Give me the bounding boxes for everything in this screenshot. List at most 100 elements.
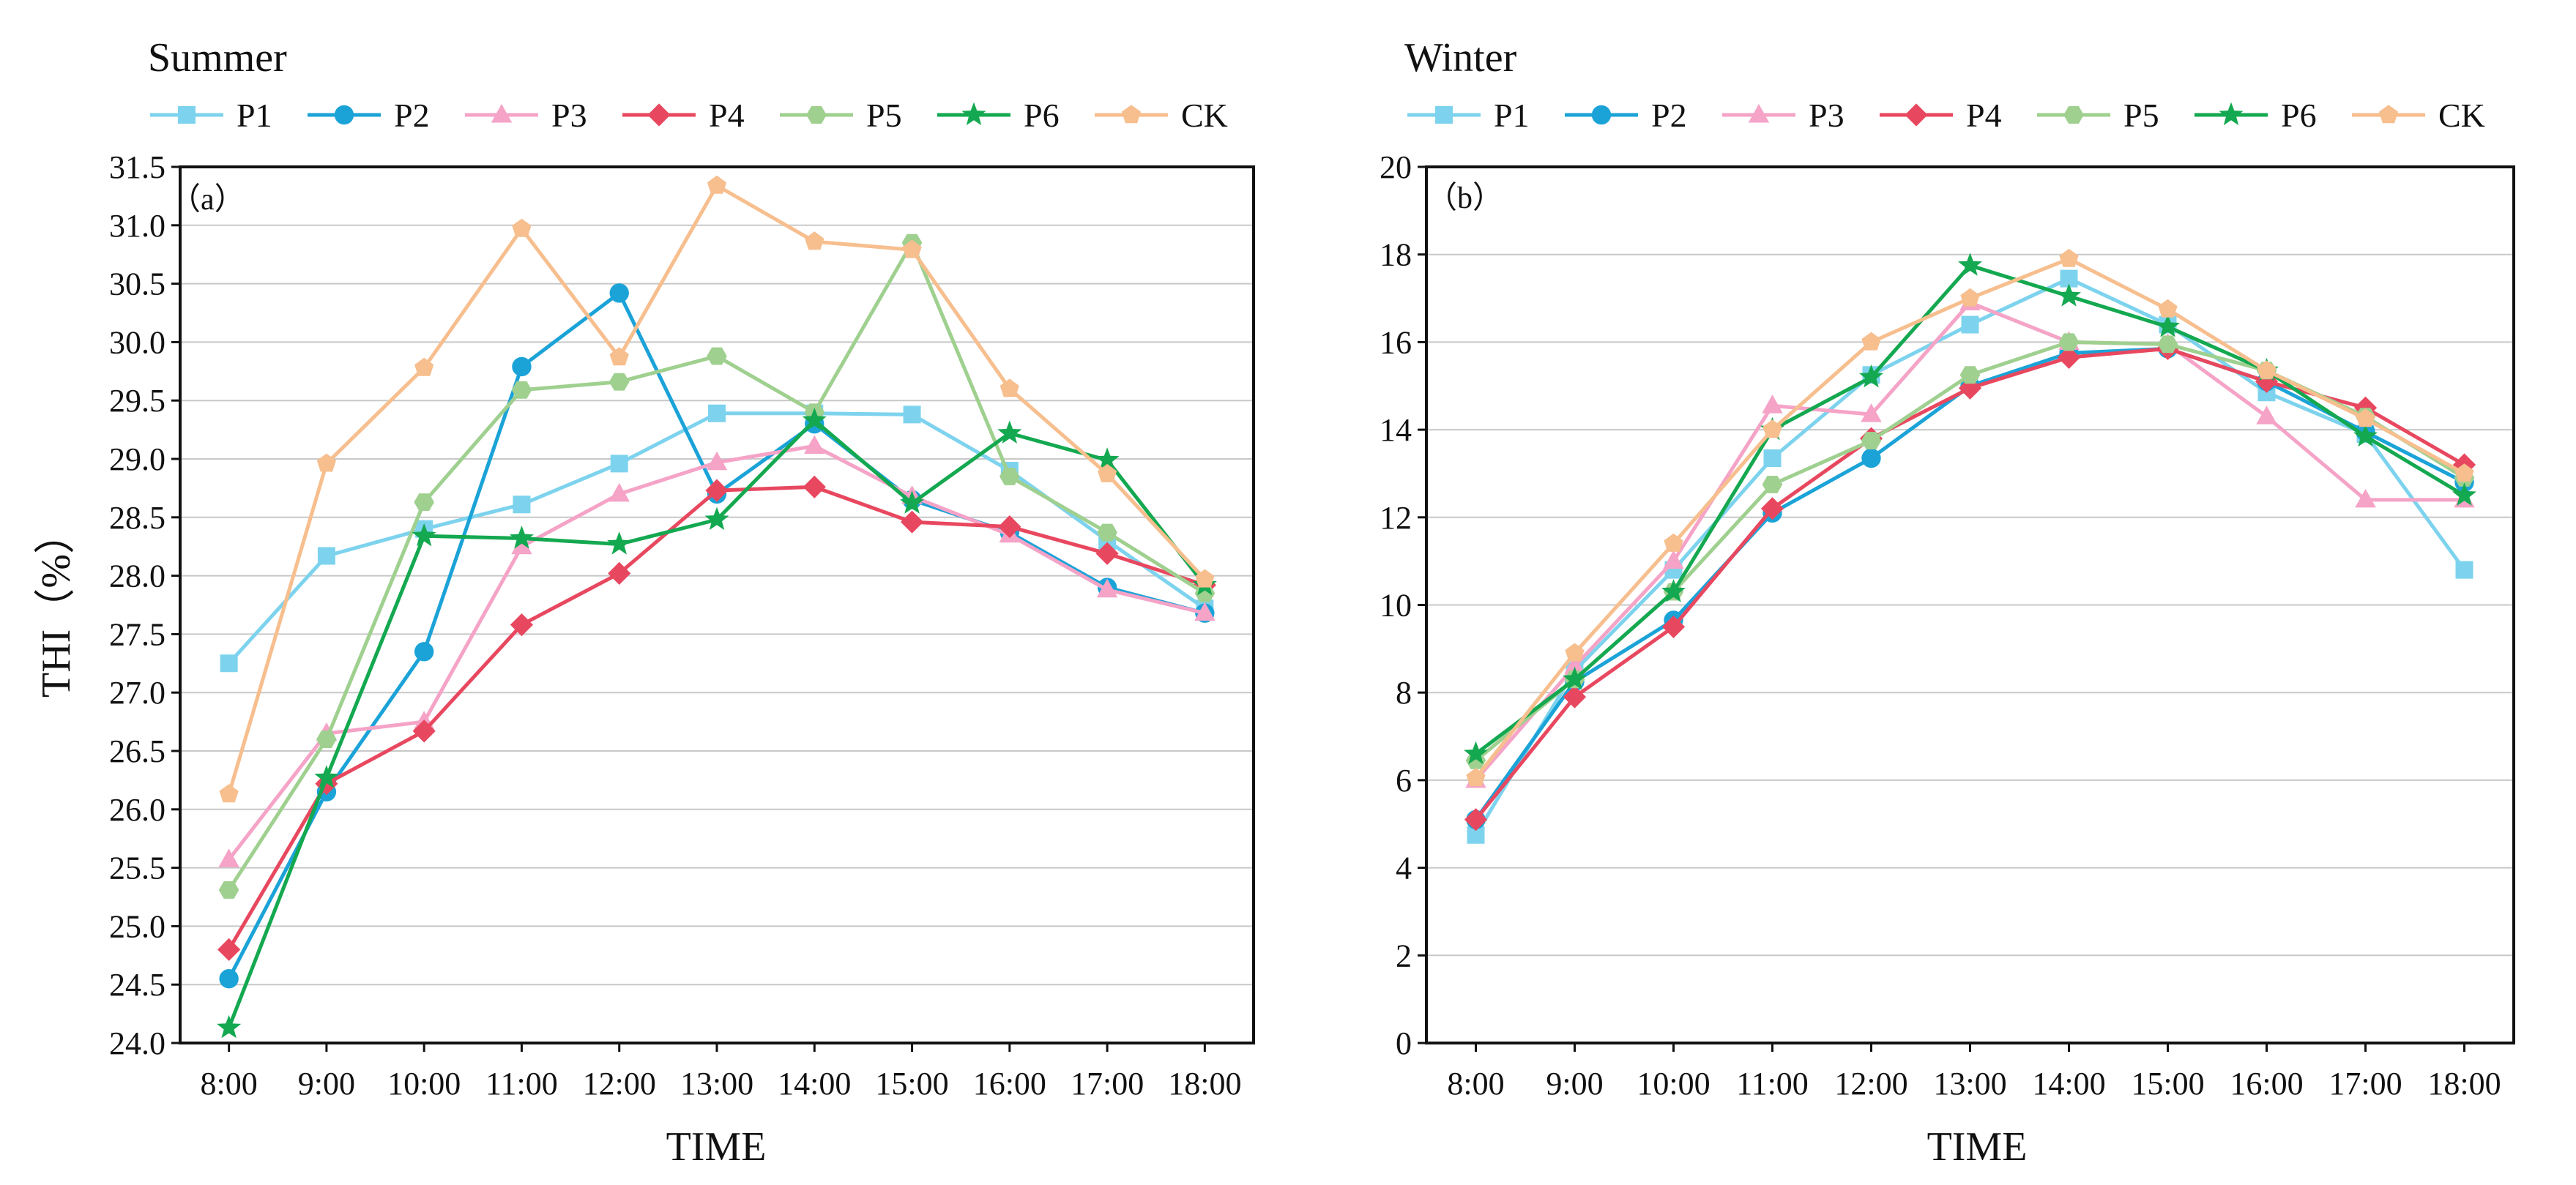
y-tick-label: 12 xyxy=(1380,500,1412,536)
data-point xyxy=(219,784,239,803)
y-tick-label: 2 xyxy=(1396,938,1412,973)
legend-item-p6: P6 xyxy=(937,97,1060,134)
legend-marker xyxy=(178,106,196,124)
legend-label: P6 xyxy=(1024,97,1060,134)
legend-item-p5: P5 xyxy=(2037,97,2159,134)
data-point xyxy=(997,420,1022,444)
x-tick-label: 13:00 xyxy=(680,1066,753,1102)
series-p1 xyxy=(1467,269,2473,844)
data-point xyxy=(1661,615,1686,639)
legend-marker xyxy=(1905,103,1928,127)
data-point xyxy=(706,451,728,471)
data-point xyxy=(1763,449,1782,468)
x-tick-label: 14:00 xyxy=(2032,1066,2105,1102)
legend-item-p2: P2 xyxy=(308,97,430,134)
y-tick-label: 18 xyxy=(1380,237,1412,273)
data-point xyxy=(2454,463,2474,482)
data-point xyxy=(609,347,629,366)
x-tick-label: 16:00 xyxy=(973,1066,1046,1102)
x-tick-label: 10:00 xyxy=(1637,1066,1710,1102)
y-tick-label: 26.0 xyxy=(109,792,165,828)
y-tick-label: 29.5 xyxy=(109,383,165,419)
series-ck xyxy=(1466,248,2474,787)
legend-item-p2: P2 xyxy=(1565,97,1687,134)
data-point xyxy=(707,175,727,194)
y-axis-label: THI（%） xyxy=(34,513,79,698)
y-tick-label: 20 xyxy=(1380,149,1412,185)
legend-label: CK xyxy=(1181,97,1228,134)
data-point xyxy=(900,490,925,514)
plot-area: 24.0 24.5 25.0 25.5 26.0 26.5 27.0 27.5 28.0 28.5… xyxy=(109,149,1255,1102)
data-point xyxy=(412,523,436,547)
x-axis-label: TIME xyxy=(1927,1124,2028,1170)
data-point xyxy=(1096,578,1118,598)
y-tick-label: 4 xyxy=(1396,851,1412,886)
series-line xyxy=(1474,346,2465,821)
legend-item-p1: P1 xyxy=(150,97,272,134)
x-tick-label: 8:00 xyxy=(1447,1066,1504,1102)
data-point xyxy=(608,482,630,502)
data-point xyxy=(217,1014,242,1039)
data-point xyxy=(1563,666,1587,690)
legend-marker xyxy=(334,105,354,125)
y-tick-label: 16 xyxy=(1380,324,1412,360)
data-point xyxy=(903,405,921,424)
data-point xyxy=(513,496,531,514)
data-point xyxy=(2353,423,2378,447)
x-tick-label: 12:00 xyxy=(583,1066,656,1102)
data-point xyxy=(219,969,239,989)
data-point xyxy=(803,475,826,498)
data-point xyxy=(805,231,824,250)
data-point xyxy=(1861,448,1881,468)
data-point xyxy=(999,468,1020,485)
data-point xyxy=(1859,364,1883,388)
x-tick-label: 17:00 xyxy=(2329,1066,2402,1102)
data-point xyxy=(2057,345,2081,369)
x-tick-label: 11:00 xyxy=(485,1066,558,1102)
data-point xyxy=(902,239,922,258)
data-point xyxy=(2060,269,2078,288)
y-tick-label: 25.5 xyxy=(109,851,165,886)
y-tick-label: 31.0 xyxy=(109,208,165,244)
data-point xyxy=(608,561,631,586)
data-point xyxy=(707,347,727,365)
series-line xyxy=(1474,346,2465,821)
series-line xyxy=(1474,277,2466,836)
data-point xyxy=(2057,283,2081,307)
series-line xyxy=(227,291,1206,980)
series-line xyxy=(1474,257,2465,780)
x-tick-label: 11:00 xyxy=(1736,1066,1809,1102)
legend-marker xyxy=(2063,106,2084,124)
legend-marker xyxy=(1435,106,1453,124)
series-p2 xyxy=(1466,339,2474,829)
y-tick-label: 28.5 xyxy=(109,500,165,536)
legend-marker xyxy=(806,106,827,124)
legend-label: P1 xyxy=(237,97,272,134)
x-tick-label: 8:00 xyxy=(201,1066,258,1102)
data-point xyxy=(2059,248,2079,267)
data-point xyxy=(314,765,339,788)
x-tick-label: 15:00 xyxy=(2131,1066,2204,1102)
data-point xyxy=(900,510,924,534)
data-point xyxy=(1960,288,1980,307)
legend-label: P4 xyxy=(709,97,745,134)
data-point xyxy=(217,938,241,961)
data-point xyxy=(414,642,434,662)
data-point xyxy=(1466,768,1486,787)
data-point xyxy=(999,378,1019,397)
data-point xyxy=(1661,579,1686,602)
data-point xyxy=(2158,299,2178,318)
legend-item-ck: CK xyxy=(1095,97,1228,134)
legend-item-p3: P3 xyxy=(465,97,587,134)
legend-marker xyxy=(961,102,986,126)
legend-label: P4 xyxy=(1966,97,2002,134)
data-point xyxy=(511,381,532,399)
y-tick-label: 14 xyxy=(1380,412,1412,448)
legend-label: P5 xyxy=(2123,97,2159,134)
x-tick-label: 9:00 xyxy=(1546,1066,1603,1102)
data-point xyxy=(512,356,532,377)
data-point xyxy=(414,357,434,376)
data-point xyxy=(1958,253,1982,276)
y-tick-label: 0 xyxy=(1396,1025,1412,1061)
legend-marker xyxy=(647,103,671,127)
